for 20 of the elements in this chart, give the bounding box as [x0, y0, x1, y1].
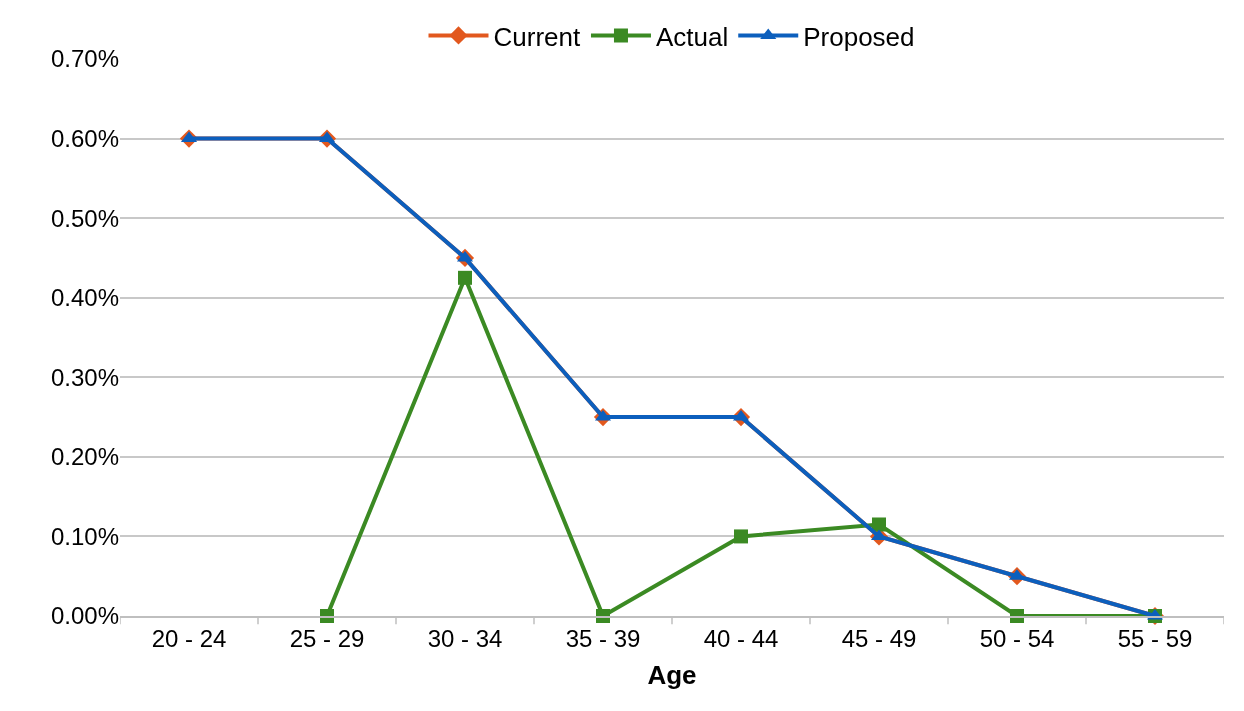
y-tick-label: 0.60% — [50, 124, 119, 152]
x-tick-label: 25 - 29 — [289, 624, 365, 652]
y-tick-label: 0.40% — [50, 284, 119, 312]
y-tick-label: 0.30% — [50, 363, 119, 391]
y-tick-label: 0.50% — [50, 204, 119, 232]
x-tick-label: 35 - 39 — [565, 624, 641, 652]
x-tick-label: 50 - 54 — [979, 624, 1055, 652]
y-tick-label: 0.70% — [50, 45, 119, 73]
x-tick-label: 55 - 59 — [1117, 624, 1193, 652]
x-axis-title: Age — [647, 659, 697, 690]
x-tick-label: 30 - 34 — [427, 624, 503, 652]
legend-label: Actual — [655, 21, 729, 52]
y-tick-label: 0.10% — [50, 522, 119, 550]
x-tick-label: 20 - 24 — [151, 624, 227, 652]
x-tick-label: 40 - 44 — [703, 624, 779, 652]
y-tick-label: 0.00% — [50, 602, 119, 630]
legend-label: Proposed — [803, 21, 915, 52]
y-tick-label: 0.20% — [50, 443, 119, 471]
legend-label: Current — [493, 21, 581, 52]
x-tick-label: 45 - 49 — [841, 624, 917, 652]
